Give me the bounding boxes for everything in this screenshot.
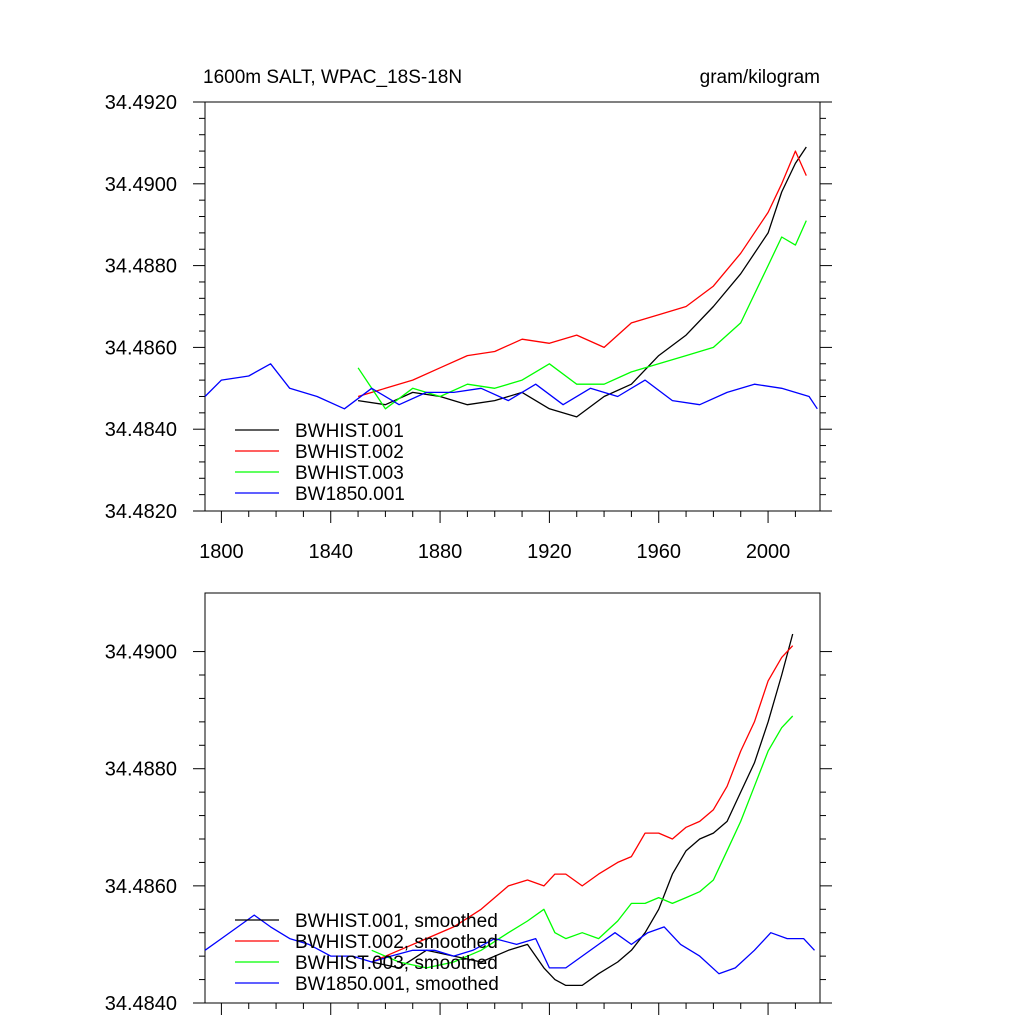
y-tick-label: 34.4860 — [105, 876, 177, 898]
legend-label: BWHIST.002, smoothed — [295, 932, 498, 953]
series-line — [371, 633, 794, 987]
bottom-y-tick-labels: 34.4840 34.4860 34.4880 34.4900 — [105, 642, 177, 1015]
x-tick-label: 1960 — [636, 541, 681, 563]
top-x-tick-labels: 1800 1840 1880 1920 1960 2000 — [199, 541, 790, 563]
legend-label: BW1850.001, smoothed — [295, 974, 499, 995]
x-tick-label: 1880 — [418, 541, 463, 563]
y-tick-label: 34.4860 — [105, 337, 177, 359]
y-tick-label: 34.4900 — [105, 642, 177, 664]
bottom-plot-frame — [204, 592, 821, 1004]
legend-label: BWHIST.001, smoothed — [295, 911, 498, 932]
top-panel: 34.4820 34.4840 34.4860 34.4880 34.4900 34.49… — [105, 67, 832, 563]
bottom-panel: 34.4840 34.4860 34.4880 34.4900 BWHIST.001,… — [105, 592, 832, 1015]
y-tick-label: 34.4880 — [105, 759, 177, 781]
series-line — [358, 146, 807, 418]
y-tick-label: 34.4920 — [105, 92, 177, 114]
y-tick-label: 34.4820 — [105, 501, 177, 523]
top-axis-ticks — [193, 101, 832, 523]
x-tick-label: 1840 — [308, 541, 353, 563]
top-y-tick-labels: 34.4820 34.4840 34.4860 34.4880 34.4900 34.49… — [105, 92, 177, 523]
legend-label: BWHIST.003 — [295, 463, 404, 484]
series-line — [371, 715, 794, 969]
series-line — [357, 220, 807, 410]
top-series-lines — [204, 146, 818, 418]
chart-units: gram/kilogram — [700, 67, 820, 88]
legend-label: BWHIST.002 — [295, 442, 404, 463]
bottom-series-lines — [204, 633, 815, 987]
series-line — [371, 645, 794, 963]
legend-label: BW1850.001 — [295, 484, 405, 505]
chart-title-left: 1600m SALT, WPAC_18S-18N — [203, 67, 462, 88]
series-line — [204, 363, 818, 410]
series-line — [204, 914, 815, 975]
y-tick-label: 34.4840 — [105, 419, 177, 441]
y-tick-label: 34.4900 — [105, 174, 177, 196]
top-plot-frame — [204, 101, 821, 512]
legend-label: BWHIST.003, smoothed — [295, 953, 498, 974]
x-tick-label: 1800 — [199, 541, 244, 563]
y-tick-label: 34.4880 — [105, 256, 177, 278]
series-line — [357, 150, 807, 398]
legend-label: BWHIST.001 — [295, 421, 404, 442]
x-tick-label: 1920 — [527, 541, 572, 563]
y-tick-label: 34.4840 — [105, 993, 177, 1015]
x-tick-label: 2000 — [746, 541, 791, 563]
bottom-axis-ticks — [193, 651, 832, 1015]
